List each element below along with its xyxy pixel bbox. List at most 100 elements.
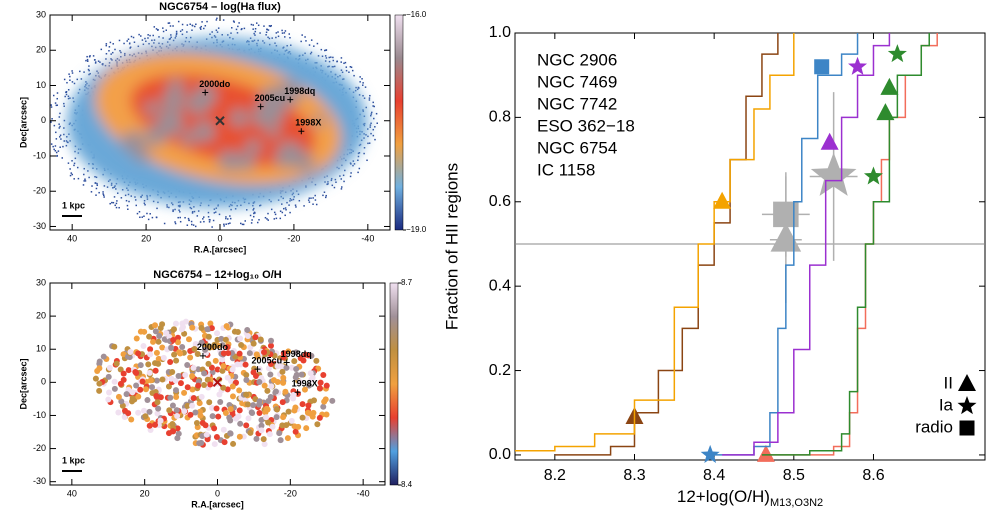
noise	[144, 204, 146, 206]
spaxel	[321, 398, 328, 405]
noise	[256, 221, 259, 224]
noise	[50, 120, 52, 123]
noise	[153, 26, 156, 28]
spaxel	[133, 369, 140, 376]
noise	[83, 71, 85, 73]
noise	[111, 59, 113, 61]
noise	[341, 71, 344, 74]
spaxel	[189, 402, 196, 409]
noise	[68, 73, 70, 75]
noise	[120, 197, 123, 199]
noise	[344, 169, 346, 172]
noise	[208, 221, 211, 223]
noise	[254, 34, 256, 36]
noise	[63, 105, 65, 107]
noise	[372, 134, 375, 137]
spaxel	[187, 354, 194, 361]
noise	[267, 29, 270, 31]
spaxel	[299, 401, 306, 408]
noise	[88, 55, 91, 58]
noise	[351, 69, 354, 72]
noise	[179, 30, 182, 33]
noise	[229, 222, 231, 224]
noise	[365, 134, 367, 136]
noise	[88, 176, 90, 179]
spaxel	[291, 407, 298, 414]
noise	[209, 33, 211, 36]
spaxel	[244, 401, 251, 408]
noise	[168, 38, 171, 40]
spaxel	[208, 364, 215, 371]
spaxel	[243, 422, 250, 429]
noise	[188, 219, 190, 222]
colorbar-label: 8.4	[401, 480, 413, 489]
noise	[265, 31, 268, 34]
spaxel	[274, 406, 281, 413]
noise	[215, 19, 218, 21]
spaxel	[292, 374, 299, 381]
spaxel	[264, 356, 271, 363]
spaxel	[225, 350, 232, 357]
blob	[180, 131, 196, 146]
sn-cross	[199, 352, 206, 359]
noise	[289, 200, 291, 202]
noise	[332, 56, 334, 59]
spaxel	[224, 374, 231, 381]
noise	[324, 60, 327, 62]
noise	[253, 32, 255, 35]
noise	[363, 147, 366, 149]
noise	[374, 126, 376, 128]
noise	[74, 150, 76, 153]
blob	[229, 108, 248, 128]
y-tick-label: 30	[36, 9, 46, 19]
noise	[300, 40, 302, 43]
noise	[73, 82, 76, 85]
blob	[144, 100, 160, 116]
spaxel	[219, 342, 226, 349]
noise	[324, 49, 326, 52]
noise	[330, 177, 333, 180]
x-axis-label: 12+log(O/H)M13,O3N2	[677, 487, 823, 508]
spaxel	[316, 414, 323, 421]
noise	[356, 88, 359, 91]
noise	[359, 76, 361, 78]
noise	[277, 199, 280, 201]
noise	[89, 72, 91, 75]
noise	[63, 119, 66, 122]
noise	[56, 154, 58, 157]
spaxel	[173, 357, 180, 364]
noise	[230, 208, 232, 211]
y-tick-label: 0.8	[489, 109, 511, 126]
noise	[90, 191, 93, 193]
spaxel	[329, 397, 336, 404]
y-tick-label: 0.2	[489, 362, 511, 379]
noise	[243, 27, 246, 30]
noise	[63, 127, 65, 129]
spaxel	[198, 393, 205, 400]
noise	[169, 37, 171, 40]
noise	[314, 199, 317, 201]
noise	[241, 223, 244, 226]
noise	[199, 221, 202, 223]
noise	[184, 216, 186, 219]
noise	[279, 210, 282, 212]
noise	[206, 20, 208, 23]
legend-entry: NGC 2906	[537, 50, 617, 69]
noise	[114, 204, 116, 207]
noise	[94, 59, 96, 61]
spaxel	[167, 394, 174, 401]
noise	[270, 24, 272, 27]
noise	[123, 42, 125, 45]
y-tick-label: 20	[36, 45, 46, 55]
noise	[153, 42, 155, 44]
noise	[124, 52, 126, 55]
noise	[120, 56, 122, 58]
noise	[60, 138, 62, 140]
noise	[69, 174, 72, 177]
spaxel	[152, 367, 159, 374]
blob	[277, 141, 303, 167]
spaxel	[237, 420, 244, 427]
spaxel	[220, 350, 227, 357]
noise	[322, 194, 324, 197]
noise	[258, 219, 260, 221]
